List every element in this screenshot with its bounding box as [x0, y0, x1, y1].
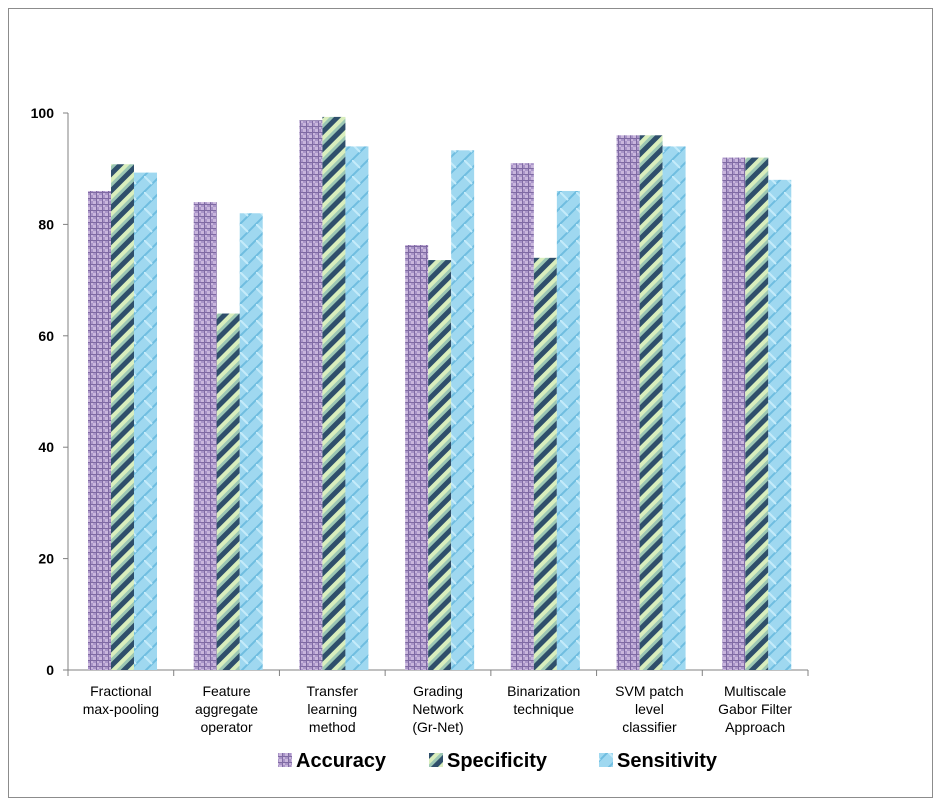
bar-accuracy-5: [616, 135, 640, 670]
legend-swatch-sensitivity: [599, 753, 613, 767]
x-category-label: SVM patch level classifier: [615, 683, 683, 735]
bar-sensitivity-2: [345, 146, 369, 671]
x-category-label: Binarization technique: [507, 683, 580, 717]
bar-specificity-2: [322, 116, 346, 671]
y-tick-label: 20: [38, 551, 54, 567]
bar-specificity-4: [533, 257, 557, 670]
bar-specificity-5: [639, 135, 663, 670]
bar-accuracy-0: [88, 190, 111, 671]
labels-group: 0 20 40 60 80 100 Fractional max-pooling Feature…: [31, 105, 793, 735]
bar-sensitivity-4: [556, 190, 580, 671]
bars-group: [88, 116, 792, 671]
x-category-label: Transfer learning method: [306, 683, 358, 735]
legend-swatch-specificity: [429, 753, 443, 767]
bar-sensitivity-0: [134, 172, 157, 670]
bar-accuracy-4: [510, 163, 534, 670]
x-category-label: Feature aggregate operator: [195, 683, 258, 735]
bar-sensitivity-1: [239, 213, 263, 670]
legend-label-accuracy: Accuracy: [296, 750, 387, 772]
bar-specificity-6: [745, 157, 769, 670]
bar-accuracy-3: [405, 245, 429, 670]
bar-sensitivity-6: [768, 179, 792, 670]
y-tick-label: 40: [38, 439, 54, 455]
legend: Accuracy Specificity Sensitivity: [278, 750, 718, 772]
bar-specificity-1: [216, 313, 240, 670]
bar-accuracy-2: [299, 120, 323, 671]
legend-label-sensitivity: Sensitivity: [617, 750, 718, 772]
x-category-label: Multiscale Gabor Filter Approach: [718, 683, 792, 735]
bar-specificity-0: [111, 164, 134, 670]
y-tick-label: 60: [38, 328, 54, 344]
legend-swatch-accuracy: [278, 753, 292, 767]
bar-accuracy-6: [722, 157, 746, 670]
x-category-label: Grading Network (Gr-Net): [412, 683, 464, 735]
legend-label-specificity: Specificity: [447, 750, 548, 772]
bar-accuracy-1: [193, 202, 217, 670]
y-tick-label: 80: [38, 216, 54, 232]
y-tick-label: 100: [31, 105, 55, 121]
y-tick-label: 0: [46, 662, 54, 678]
x-category-label: Fractional max-pooling: [83, 683, 159, 717]
bar-sensitivity-3: [451, 150, 475, 671]
bar-specificity-3: [428, 260, 452, 670]
bar-sensitivity-5: [662, 146, 686, 671]
